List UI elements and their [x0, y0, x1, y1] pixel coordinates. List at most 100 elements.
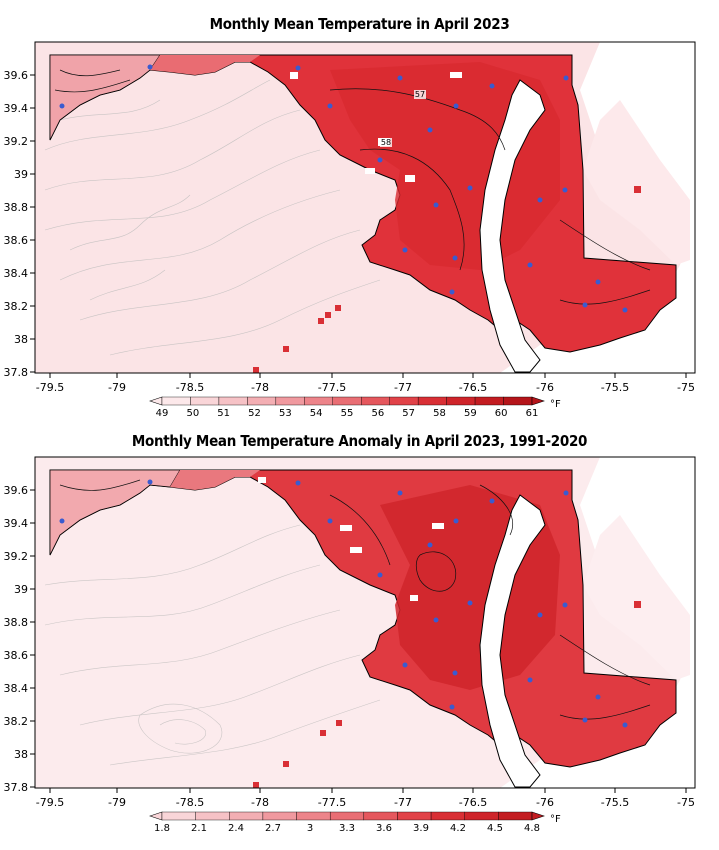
panel1-delaware-strip [583, 100, 690, 265]
panel1-ocean [500, 42, 695, 373]
panel1-colorbar-label: 52 [248, 408, 261, 419]
panel1-colorbar-label: 61 [526, 408, 539, 419]
panel1-contour-label-58: 58 [381, 138, 391, 147]
panel1-colorbar-label: 57 [402, 408, 415, 419]
panel1-y-tick-label: 39.2 [4, 135, 29, 148]
panel2-x-axis: -79.5 -79 -78.5 -78 -77.5 -77 -76.5 -76 … [36, 788, 695, 809]
panel2-colorbar-label: 3.9 [413, 823, 429, 834]
panel1-colorbar-unit: °F [550, 399, 561, 410]
panel2-y-tick-label: 39.2 [4, 550, 29, 563]
panel1-title: Monthly Mean Temperature in April 2023 [209, 15, 510, 33]
panel1-colorbar-label: 53 [279, 408, 292, 419]
panel2-colorbar-swatch [262, 811, 297, 821]
panel2-colorbar: 1.8 2.1 2.4 2.7 3 3.3 3.6 3.9 4.2 4.5 4.8 °F [149, 811, 561, 834]
panel2-x-tick-label: -79.5 [36, 796, 64, 809]
panel2-y-tick-label: 37.8 [4, 781, 29, 794]
panel1-background-contours [44, 79, 381, 356]
panel2-x-tick-label: -77 [394, 796, 412, 809]
panel2-colorbar-swatch [363, 811, 398, 821]
panel1-colorbar-swatch [332, 396, 362, 406]
panel2-colorbar-unit: °F [550, 814, 561, 825]
panel2-colorbar-right-arrow [531, 811, 545, 821]
panel1-x-tick-label: -77 [394, 381, 412, 394]
panel1-y-tick-label: 38.4 [4, 267, 29, 280]
panel1-x-tick-label: -75.5 [601, 381, 629, 394]
panel1-y-tick-label: 38.6 [4, 234, 29, 247]
panel2-y-tick-label: 38.8 [4, 616, 29, 629]
panel2-colorbar-label: 1.8 [154, 823, 170, 834]
panel2-y-tick-label: 39.4 [4, 517, 29, 530]
panel2-colorbar-swatch [161, 811, 196, 821]
panel1-y-tick-label: 39 [14, 168, 28, 181]
panel2-y-tick-label: 39 [14, 583, 28, 596]
panel2-x-tick-label: -76 [536, 796, 554, 809]
panel2-map-figure: -79.5 -79 -78.5 -78 -77.5 -77 -76.5 -76 … [4, 456, 696, 834]
panel1-x-tick-label: -79 [108, 381, 126, 394]
panel2-ocean [500, 457, 695, 788]
panel1-colorbar-right-arrow [531, 396, 545, 406]
panel2-chesapeake-bay [479, 494, 546, 788]
panel2-map-frame [34, 456, 696, 789]
panel2-colorbar-left-arrow [149, 811, 163, 821]
panel1-map-figure: 57 58 -79.5 -79 -78.5 -78 -77.5 -77 -76.… [4, 41, 696, 419]
panel1-colorbar-swatch [190, 396, 220, 406]
panel1-y-tick-label: 38.2 [4, 300, 29, 313]
panel2-colorbar-label: 4.8 [524, 823, 540, 834]
panel1-colorbar-swatch [218, 396, 248, 406]
panel2-x-tick-label: -78.5 [176, 796, 204, 809]
panel2-colorbar-label: 2.1 [191, 823, 207, 834]
panel1-colorbar-swatch [417, 396, 447, 406]
panel2-y-tick-label: 38.2 [4, 715, 29, 728]
panel1-colorbar-label: 58 [433, 408, 446, 419]
panel2-colorbar-label: 4.5 [487, 823, 503, 834]
panel2-y-tick-label: 38.4 [4, 682, 29, 695]
panel2-colorbar-label: 2.7 [265, 823, 281, 834]
panel2-colorbar-swatch [296, 811, 331, 821]
panel1-x-tick-label: -78.5 [176, 381, 204, 394]
panel2-station-dots [59, 479, 628, 728]
panel2-state-contours [59, 479, 651, 720]
panel1-x-tick-label: -76.5 [459, 381, 487, 394]
panel1-y-axis: 39.6 39.4 39.2 39 38.8 38.6 38.4 38.2 38… [4, 69, 35, 379]
panel1-colorbar-swatch [474, 396, 504, 406]
panel2-colorbar-swatch [498, 811, 533, 821]
panel1-y-tick-label: 39.6 [4, 69, 29, 82]
panel1-colorbar-label: 59 [464, 408, 477, 419]
panel1-colorbar-swatch [503, 396, 533, 406]
panel1-colorbar-swatch [361, 396, 390, 406]
panel1-colorbar: 49 50 51 52 53 54 55 56 57 58 59 60 61 °F [149, 396, 561, 419]
panel1-colorbar-label: 51 [217, 408, 230, 419]
panel1-x-axis: -79.5 -79 -78.5 -78 -77.5 -77 -76.5 -76 … [36, 373, 695, 394]
panel1-contour-label-57: 57 [415, 90, 425, 99]
panel1-colorbar-label: 56 [371, 408, 384, 419]
panel2-colorbar-label: 3.6 [376, 823, 392, 834]
panel2-colorbar-swatch [329, 811, 365, 821]
panel2-colorbar-label: 3 [307, 823, 313, 834]
panel1-colorbar-left-arrow [149, 396, 163, 406]
panel1-colorbar-label: 50 [186, 408, 199, 419]
panel1-y-tick-label: 38 [14, 333, 28, 346]
panel1-y-tick-label: 39.4 [4, 102, 29, 115]
panel2-colorbar-swatch [464, 811, 499, 821]
panel1-colorbar-label: 60 [495, 408, 508, 419]
panel2-y-tick-label: 39.6 [4, 484, 29, 497]
panel2-colorbar-swatch [430, 811, 465, 821]
panel1-colorbar-label: 55 [341, 408, 354, 419]
panel2-x-tick-label: -79 [108, 796, 126, 809]
panel2-colorbar-swatch [229, 811, 264, 821]
panel2-colorbar-swatch [195, 811, 230, 821]
panel1-colorbar-label: 49 [156, 408, 169, 419]
panel1-y-tick-label: 38.8 [4, 201, 29, 214]
panel1-colorbar-label: 54 [310, 408, 323, 419]
panel1-x-tick-label: -77.5 [318, 381, 346, 394]
panel1-x-tick-label: -76 [536, 381, 554, 394]
panel1-colorbar-swatch [161, 396, 191, 406]
panel1-y-tick-label: 37.8 [4, 366, 29, 379]
panel2-x-tick-label: -77.5 [318, 796, 346, 809]
panel2-y-tick-label: 38.6 [4, 649, 29, 662]
panel2-x-tick-label: -75 [677, 796, 695, 809]
panel1-colorbar-swatch [247, 396, 277, 406]
panel2-title: Monthly Mean Temperature Anomaly in Apri… [131, 432, 588, 450]
panel2-colorbar-swatch [397, 811, 432, 821]
panel2-x-tick-label: -76.5 [459, 796, 487, 809]
